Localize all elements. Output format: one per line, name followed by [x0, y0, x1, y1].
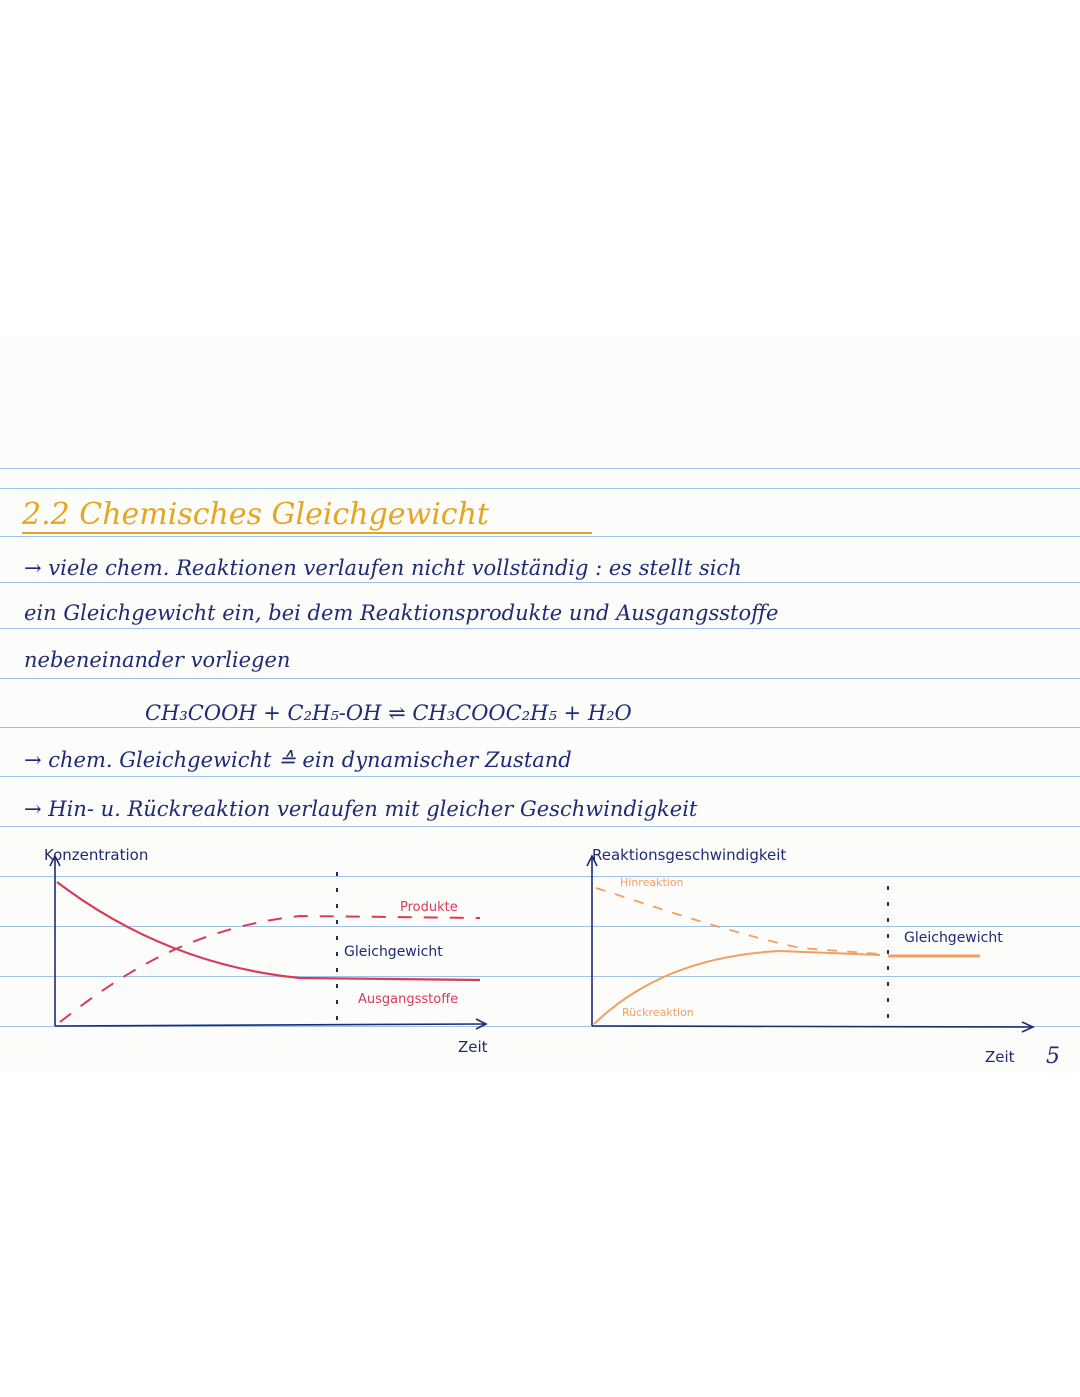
left-x-axis-label: Zeit	[458, 1038, 488, 1056]
right-x-axis-label: Zeit	[985, 1048, 1015, 1066]
ruled-line	[0, 926, 1080, 927]
ruled-line	[0, 582, 1080, 583]
right-y-axis-label: Reaktionsgeschwindigkeit	[592, 846, 787, 864]
concentration-chart	[49, 854, 488, 1030]
right-x-axis	[591, 1025, 1033, 1028]
ruled-line	[0, 468, 1080, 469]
ruled-line	[0, 488, 1080, 489]
rate-chart	[586, 854, 1035, 1033]
ruled-line	[0, 976, 1080, 977]
text-line-3: nebeneinander vorliegen	[24, 648, 291, 672]
right-y-arrow	[586, 854, 598, 867]
right-equilibrium-label: Gleichgewicht	[904, 930, 1003, 946]
page-number: 5	[1046, 1044, 1060, 1069]
text-line-1: → viele chem. Reaktionen verlaufen nicht…	[24, 556, 742, 580]
ruled-line	[0, 536, 1080, 537]
series-label-produkte: Produkte	[400, 900, 458, 915]
left-y-arrow	[49, 854, 61, 867]
section-number: 2.2	[22, 497, 70, 532]
title-underline	[22, 532, 592, 534]
right-x-arrow	[1021, 1021, 1035, 1033]
ruled-line	[0, 628, 1080, 629]
page-title: 2.2 Chemisches Gleichgewicht	[22, 497, 489, 532]
ruled-line	[0, 826, 1080, 827]
left-equilibrium-label: Gleichgewicht	[344, 944, 443, 960]
series-ausgangsstoffe-line	[56, 881, 481, 982]
reaction-equation: CH₃COOH + C₂H₅-OH ⇌ CH₃COOC₂H₅ + H₂O	[145, 701, 632, 725]
section-title: Chemisches Gleichgewicht	[79, 497, 489, 532]
series-label-hinreaktion: Hinreaktion	[620, 876, 684, 889]
series-rueckreaktion-line	[593, 949, 881, 1025]
ruled-line	[0, 1026, 1080, 1027]
series-produkte-line	[59, 914, 481, 1023]
text-line-5: → Hin- u. Rückreaktion verlaufen mit gle…	[24, 797, 698, 821]
ruled-line	[0, 678, 1080, 679]
series-label-rueckreaktion: Rückreaktion	[622, 1006, 694, 1019]
left-x-axis	[54, 1023, 486, 1027]
left-y-axis-label: Konzentration	[44, 846, 149, 864]
text-line-2: ein Gleichgewicht ein, bei dem Reaktions…	[24, 601, 779, 625]
ruled-line	[0, 776, 1080, 777]
ruled-line	[0, 727, 1080, 728]
text-line-4: → chem. Gleichgewicht ≙ ein dynamischer …	[24, 748, 572, 772]
left-x-arrow	[475, 1018, 488, 1030]
series-hinreaktion-line	[595, 887, 881, 955]
ruled-line	[0, 876, 1080, 877]
series-label-ausgangsstoffe: Ausgangsstoffe	[358, 992, 459, 1007]
